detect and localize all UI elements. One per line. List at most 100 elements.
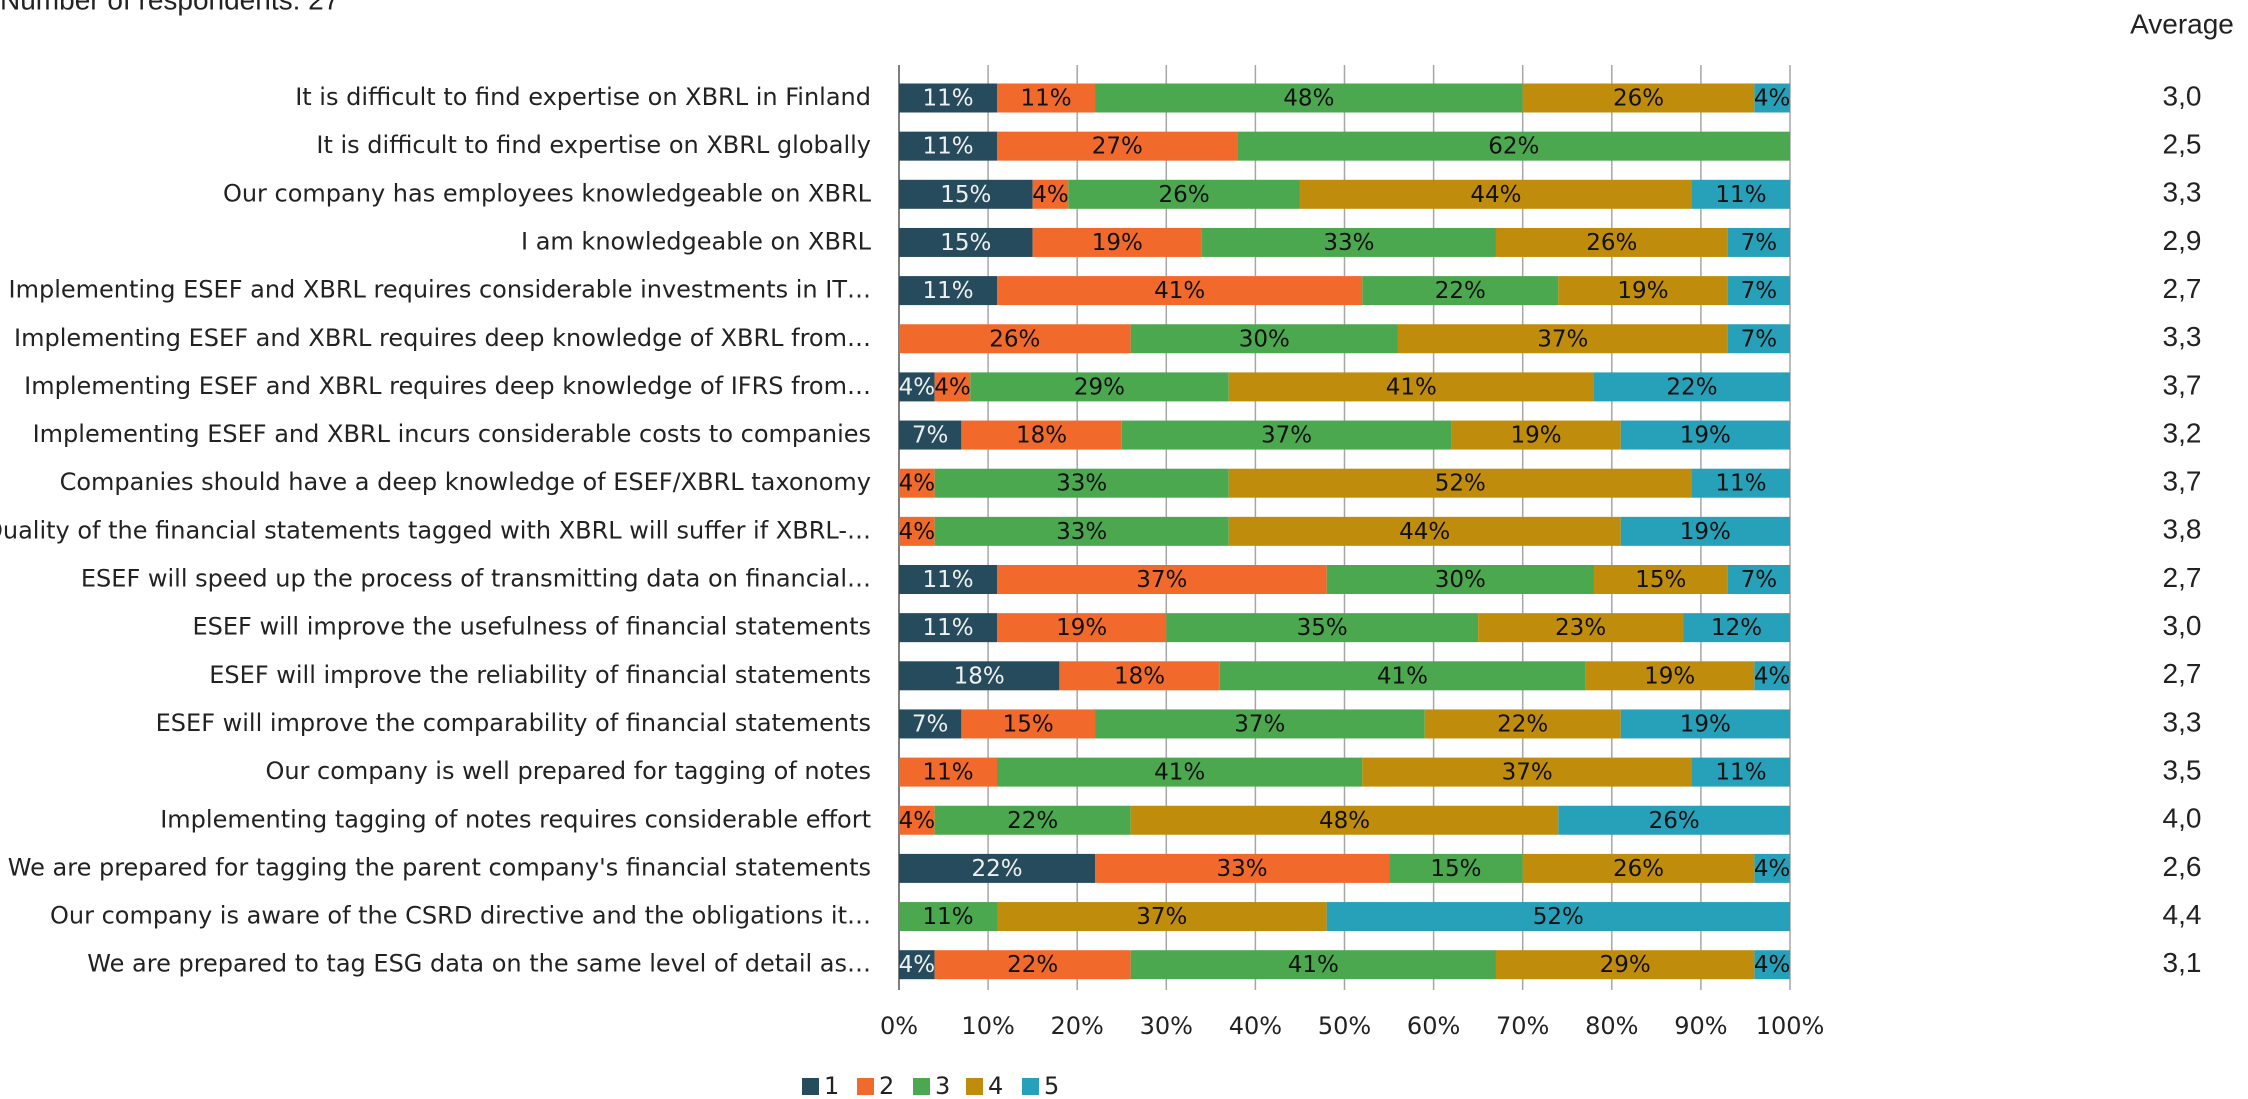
- category-label: Companies should have a deep knowledge o…: [60, 468, 871, 496]
- data-label: 29%: [1074, 374, 1125, 400]
- data-label: 37%: [1234, 711, 1285, 737]
- bar-segment: [1593, 565, 1728, 594]
- data-label: 19%: [1511, 423, 1562, 449]
- data-label: 11%: [1020, 86, 1071, 112]
- bar-segment: [1068, 179, 1300, 209]
- x-tick-label: 30%: [1140, 1012, 1193, 1040]
- average-header: Average: [2130, 8, 2234, 39]
- bar-segment: [934, 516, 1229, 546]
- data-label: 11%: [1715, 471, 1766, 497]
- average-value: 4,4: [2163, 899, 2202, 930]
- bar-segment: [1451, 420, 1621, 450]
- data-label: 26%: [1613, 856, 1664, 882]
- data-label: 19%: [1680, 711, 1731, 737]
- category-label: ESEF will speed up the process of transm…: [81, 565, 871, 593]
- data-label: 7%: [1741, 326, 1778, 352]
- data-label: 11%: [922, 760, 973, 786]
- bar-segment: [1495, 227, 1728, 257]
- x-tick-label: 70%: [1496, 1012, 1549, 1040]
- data-label: 15%: [1635, 567, 1686, 593]
- x-tick-label: 100%: [1756, 1012, 1825, 1040]
- bar-segment: [934, 468, 1229, 498]
- bar-segment: [1691, 179, 1790, 209]
- category-label: Our company is aware of the CSRD directi…: [50, 902, 871, 930]
- data-label: 4%: [1754, 663, 1791, 689]
- category-label: It is difficult to find expertise on XBR…: [295, 83, 871, 111]
- average-value: 3,7: [2163, 369, 2202, 400]
- data-label: 4%: [899, 374, 936, 400]
- data-label: 41%: [1288, 952, 1339, 978]
- legend-label: 2: [879, 1072, 894, 1095]
- x-tick-label: 60%: [1407, 1012, 1460, 1040]
- bar-segment: [1522, 83, 1755, 113]
- data-label: 19%: [1092, 230, 1143, 256]
- data-label: 12%: [1711, 615, 1762, 641]
- legend-label: 5: [1044, 1072, 1059, 1095]
- bar-segment: [1362, 276, 1559, 306]
- bar-segment: [1299, 179, 1692, 209]
- data-label: 33%: [1056, 519, 1107, 545]
- bar-segment: [1683, 613, 1790, 643]
- category-label: ESEF will improve the comparability of f…: [156, 709, 871, 737]
- data-label: 37%: [1136, 567, 1187, 593]
- data-label: 26%: [1586, 230, 1637, 256]
- category-label: ESEF will improve the reliability of fin…: [209, 661, 871, 689]
- data-label: 26%: [1649, 808, 1700, 834]
- bar-segment: [1593, 372, 1790, 402]
- bar-segment: [1095, 853, 1390, 883]
- legend-swatch: [802, 1078, 819, 1095]
- data-label: 11%: [922, 567, 973, 593]
- category-label: I am knowledgeable on XBRL: [521, 227, 872, 255]
- chart-title: Number of respondents: 27: [0, 0, 339, 15]
- bar-segment: [997, 131, 1238, 161]
- average-value: 2,7: [2163, 658, 2202, 689]
- average-value: 3,2: [2163, 417, 2202, 448]
- category-label: We are prepared for tagging the parent c…: [8, 853, 871, 881]
- category-label: Our company is well prepared for tagging…: [265, 757, 871, 785]
- data-label: 26%: [1613, 86, 1664, 112]
- data-label: 48%: [1283, 86, 1334, 112]
- bar-segment: [899, 227, 1033, 257]
- data-label: 4%: [899, 519, 936, 545]
- legend-swatch: [857, 1078, 874, 1095]
- data-label: 19%: [1680, 519, 1731, 545]
- data-label: 7%: [1741, 567, 1778, 593]
- x-tick-label: 10%: [961, 1012, 1014, 1040]
- bar-segment: [1032, 227, 1202, 257]
- bar-segment: [961, 420, 1122, 450]
- bar-segment: [1495, 950, 1755, 980]
- legend-label: 1: [824, 1072, 839, 1095]
- data-label: 11%: [922, 278, 973, 304]
- data-label: 11%: [1715, 760, 1766, 786]
- bar-segment: [1522, 853, 1755, 883]
- data-label: 4%: [934, 374, 971, 400]
- data-label: 41%: [1386, 374, 1437, 400]
- data-label: 37%: [1537, 326, 1588, 352]
- data-label: 15%: [1003, 711, 1054, 737]
- bar-segment: [934, 950, 1131, 980]
- data-label: 41%: [1154, 760, 1205, 786]
- x-tick-label: 90%: [1674, 1012, 1727, 1040]
- data-label: 33%: [1323, 230, 1374, 256]
- bar-segment: [899, 661, 1060, 691]
- bar-segment: [934, 372, 971, 402]
- average-value: 2,7: [2163, 273, 2202, 304]
- category-label: Implementing ESEF and XBRL requires deep…: [24, 372, 871, 400]
- data-label: 26%: [989, 326, 1040, 352]
- data-label: 15%: [1430, 856, 1481, 882]
- bar-segment: [997, 83, 1096, 113]
- bar-segment: [899, 757, 998, 787]
- average-value: 3,1: [2163, 947, 2202, 978]
- bar-segment: [1754, 661, 1790, 691]
- data-label: 27%: [1092, 134, 1143, 160]
- bar-segment: [1228, 468, 1692, 498]
- data-label: 4%: [1032, 182, 1069, 208]
- data-label: 18%: [954, 663, 1005, 689]
- bar-segment: [961, 709, 1096, 739]
- legend-swatch: [1022, 1078, 1039, 1095]
- bar-segment: [1095, 83, 1523, 113]
- legend-swatch: [966, 1078, 983, 1095]
- bar-segment: [1032, 179, 1069, 209]
- bar-segment: [997, 757, 1363, 787]
- data-label: 41%: [1377, 663, 1428, 689]
